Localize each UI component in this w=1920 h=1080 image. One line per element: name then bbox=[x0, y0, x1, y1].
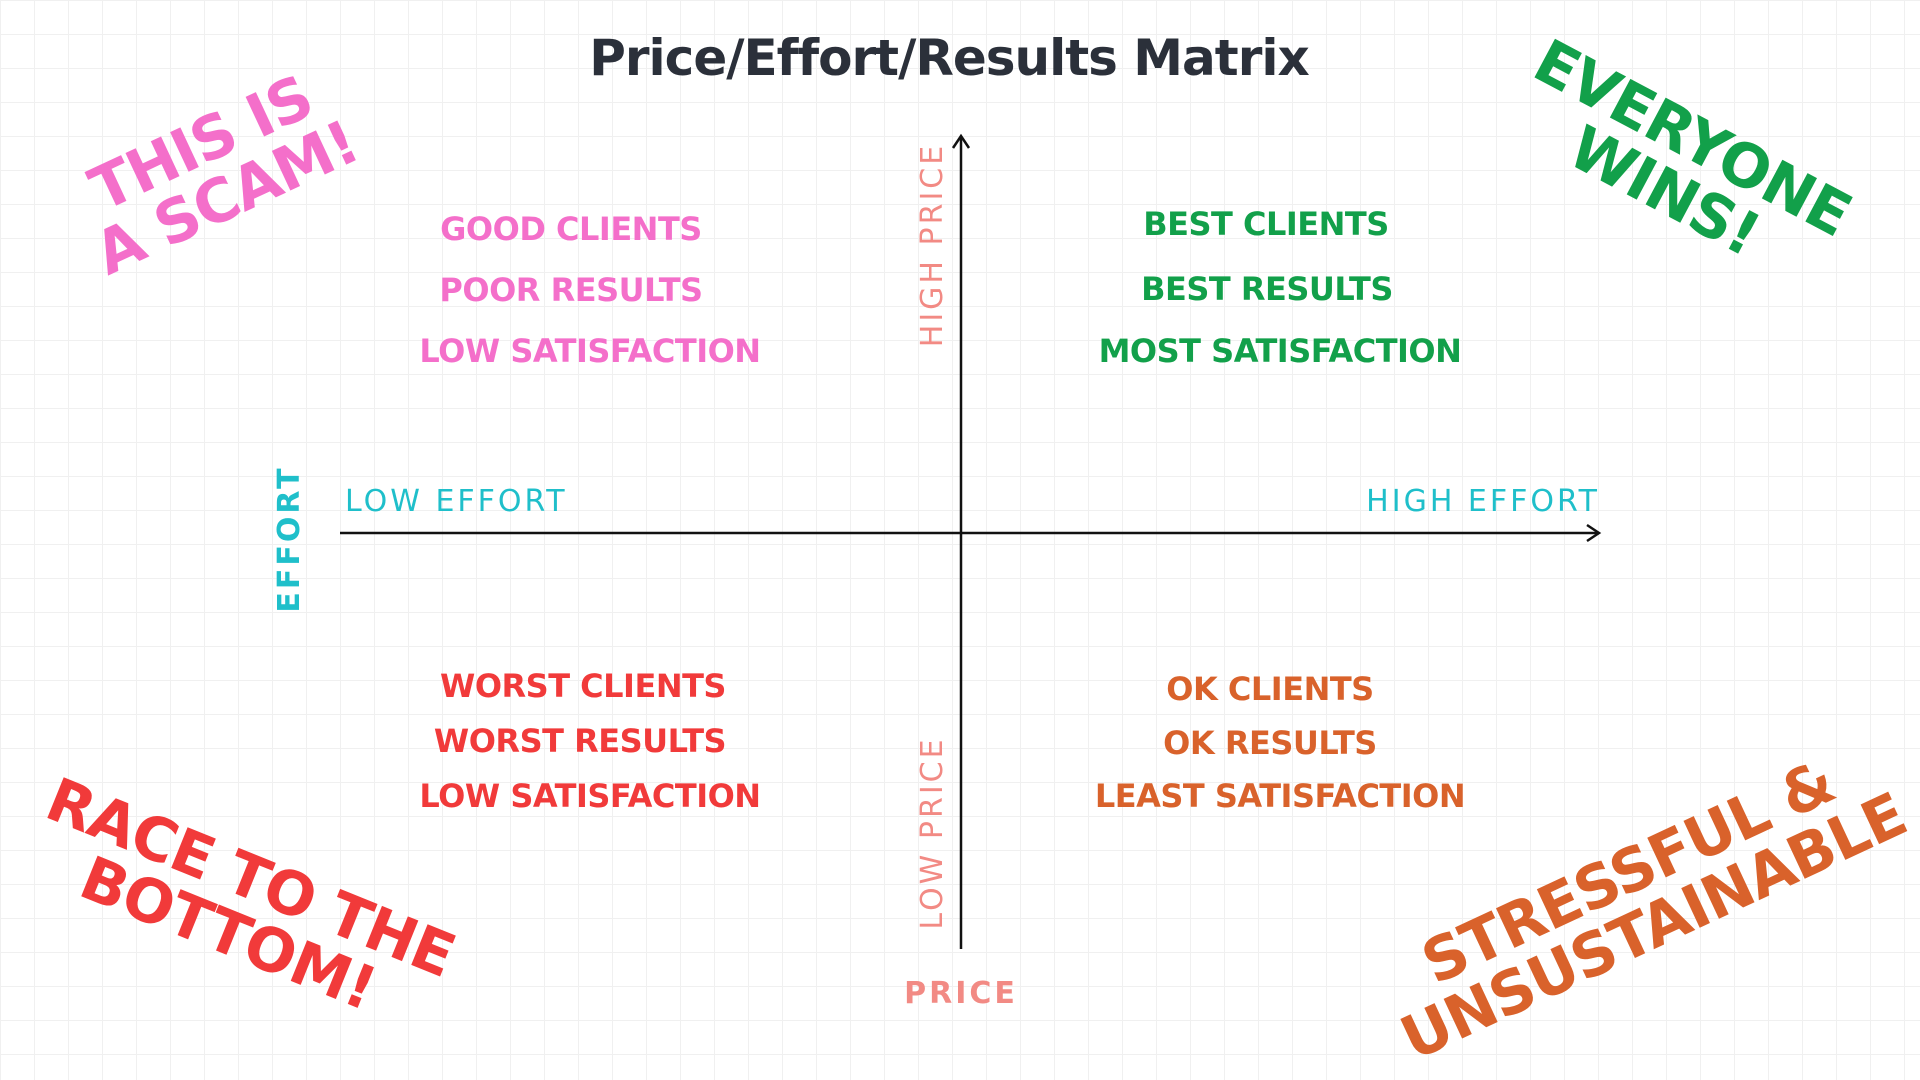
quadrant-line: WORST RESULTS bbox=[433, 722, 727, 760]
quadrant-line: OK CLIENTS bbox=[1166, 670, 1374, 708]
quadrant-line: GOOD CLIENTS bbox=[440, 210, 702, 248]
quadrant-line: MOST SATISFACTION bbox=[1098, 332, 1462, 370]
quadrant-line: WORST CLIENTS bbox=[440, 667, 726, 705]
low-price: LOW PRICE bbox=[915, 736, 950, 930]
price-label: PRICE bbox=[904, 976, 1018, 1011]
quadrant-line: BEST CLIENTS bbox=[1143, 205, 1389, 243]
effort-label: EFFORT bbox=[272, 465, 307, 613]
x-arrow bbox=[1586, 523, 1602, 543]
quadrant-line: OK RESULTS bbox=[1163, 724, 1377, 762]
quadrant-line: BEST RESULTS bbox=[1141, 270, 1393, 308]
quadrant-line: LEAST SATISFACTION bbox=[1094, 777, 1466, 815]
quadrant-line: LOW SATISFACTION bbox=[419, 332, 761, 370]
high-effort: HIGH EFFORT bbox=[1366, 484, 1600, 519]
y-arrow bbox=[951, 133, 971, 149]
high-price: HIGH PRICE bbox=[915, 142, 950, 348]
title: Price/Effort/Results Matrix bbox=[589, 29, 1310, 87]
low-effort: LOW EFFORT bbox=[345, 484, 568, 519]
quadrant-line: LOW SATISFACTION bbox=[419, 777, 761, 815]
quadrant-line: POOR RESULTS bbox=[439, 271, 703, 309]
